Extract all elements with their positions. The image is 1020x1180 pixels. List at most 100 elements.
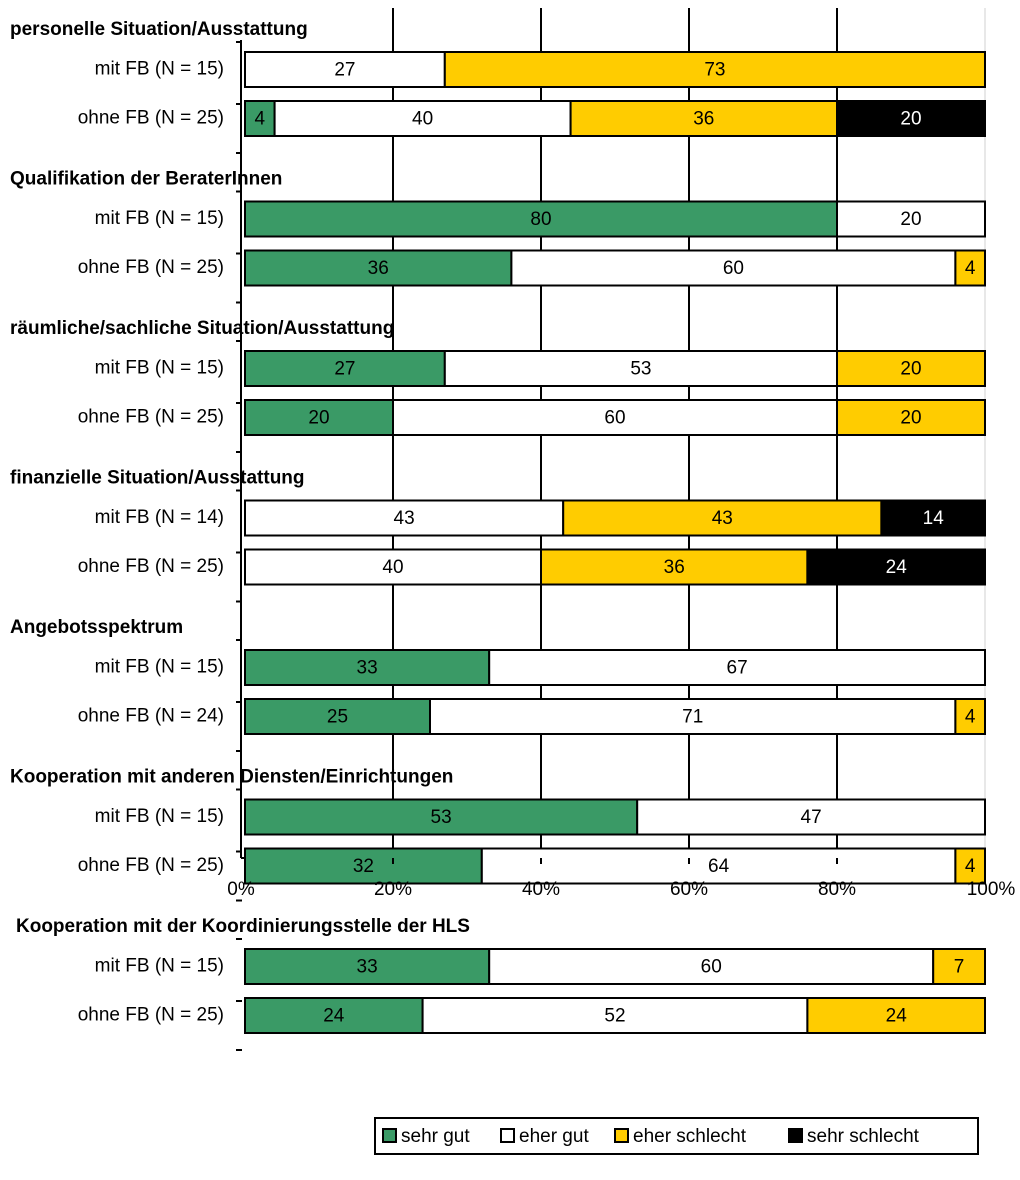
data-label: 52 bbox=[604, 1006, 625, 1027]
data-label: 24 bbox=[886, 1006, 908, 1027]
bar-segment bbox=[392, 399, 838, 436]
x-tick-label: 80% bbox=[818, 879, 856, 900]
bar-label: mit FB (N = 15) bbox=[95, 59, 224, 80]
bar-segment bbox=[244, 798, 639, 836]
bar-segment bbox=[273, 100, 572, 137]
legend-box bbox=[374, 1117, 979, 1155]
x-tick-label: 0% bbox=[227, 879, 255, 900]
bar-label: ohne FB (N = 25) bbox=[78, 108, 224, 129]
bar-label: mit FB (N = 15) bbox=[95, 956, 224, 977]
data-label: 24 bbox=[886, 557, 908, 578]
legend-label: sehr schlecht bbox=[807, 1126, 920, 1147]
data-label: 64 bbox=[708, 856, 730, 877]
bar-segment bbox=[244, 649, 491, 686]
data-label: 71 bbox=[682, 707, 703, 728]
data-label: 43 bbox=[712, 508, 733, 529]
bar-segment bbox=[244, 350, 446, 387]
data-label: 73 bbox=[704, 60, 725, 81]
bar-segment bbox=[488, 948, 935, 985]
legend-swatch bbox=[788, 1128, 803, 1143]
bar-label: ohne FB (N = 24) bbox=[78, 706, 224, 727]
x-tick-label: 100% bbox=[967, 879, 1016, 900]
bar-segment bbox=[429, 698, 957, 735]
bar-segment bbox=[836, 200, 986, 238]
bar-label: ohne FB (N = 25) bbox=[78, 556, 224, 577]
data-label: 67 bbox=[727, 658, 748, 679]
data-label: 47 bbox=[801, 807, 822, 828]
data-label: 80 bbox=[530, 209, 551, 230]
bar-label: ohne FB (N = 25) bbox=[78, 257, 224, 278]
bar-label: mit FB (N = 15) bbox=[95, 806, 224, 827]
bar-label: mit FB (N = 15) bbox=[95, 208, 224, 229]
bar-segment bbox=[480, 847, 957, 885]
bar-segment bbox=[569, 100, 838, 137]
legend-label: sehr gut bbox=[401, 1126, 470, 1147]
bar-segment bbox=[880, 499, 987, 537]
data-label: 20 bbox=[900, 109, 921, 130]
data-label: 60 bbox=[701, 957, 722, 978]
bar-segment bbox=[806, 997, 987, 1034]
legend-label: eher gut bbox=[519, 1126, 589, 1147]
bar-segment bbox=[836, 350, 986, 387]
data-label: 36 bbox=[368, 258, 389, 279]
group-title: Kooperation mit der Koordinierungsstelle… bbox=[16, 916, 470, 937]
bar-label: ohne FB (N = 25) bbox=[78, 855, 224, 876]
bar-segment bbox=[932, 948, 987, 985]
x-tick-label: 20% bbox=[374, 879, 412, 900]
bar-label: ohne FB (N = 25) bbox=[78, 1005, 224, 1026]
data-label: 33 bbox=[357, 658, 378, 679]
data-label: 53 bbox=[431, 807, 452, 828]
bar-segment bbox=[954, 249, 987, 287]
data-label: 20 bbox=[900, 408, 921, 429]
data-label: 53 bbox=[630, 359, 651, 380]
group-title: räumliche/sachliche Situation/Ausstattun… bbox=[10, 318, 394, 339]
data-label: 4 bbox=[965, 707, 976, 728]
legend-label: eher schlecht bbox=[633, 1126, 747, 1147]
bar-segment bbox=[510, 249, 957, 287]
data-label: 36 bbox=[693, 109, 714, 130]
bar-label: mit FB (N = 14) bbox=[95, 507, 224, 528]
data-label: 4 bbox=[255, 109, 266, 130]
bar-segment bbox=[443, 51, 986, 88]
data-label: 40 bbox=[382, 557, 403, 578]
bar-segment bbox=[488, 649, 986, 686]
data-label: 4 bbox=[965, 856, 976, 877]
data-label: 60 bbox=[604, 408, 625, 429]
group-title: Qualifikation der BeraterInnen bbox=[10, 169, 282, 190]
data-label: 27 bbox=[334, 60, 355, 81]
data-label: 43 bbox=[394, 508, 415, 529]
bar-segment bbox=[244, 100, 276, 137]
data-label: 20 bbox=[308, 408, 329, 429]
data-label: 36 bbox=[664, 557, 685, 578]
bar-segment bbox=[836, 399, 986, 436]
data-label: 4 bbox=[965, 258, 976, 279]
data-label: 14 bbox=[923, 508, 945, 529]
data-label: 20 bbox=[900, 209, 921, 230]
bar-segment bbox=[244, 548, 542, 586]
data-label: 60 bbox=[723, 258, 744, 279]
group-title: Kooperation mit anderen Diensten/Einrich… bbox=[10, 767, 453, 788]
bar-segment bbox=[244, 948, 491, 985]
data-label: 7 bbox=[954, 957, 965, 978]
data-label: 40 bbox=[412, 109, 433, 130]
x-tick-label: 40% bbox=[522, 879, 560, 900]
group-title: finanzielle Situation/Ausstattung bbox=[10, 468, 305, 489]
x-tick-label: 60% bbox=[670, 879, 708, 900]
bar-segment bbox=[636, 798, 986, 836]
legend-swatch bbox=[382, 1128, 397, 1143]
bar-segment bbox=[244, 200, 838, 238]
data-label: 20 bbox=[900, 359, 921, 380]
bar-label: mit FB (N = 15) bbox=[95, 358, 224, 379]
legend-swatch bbox=[614, 1128, 629, 1143]
bar-segment bbox=[421, 997, 809, 1034]
bar-label: ohne FB (N = 25) bbox=[78, 407, 224, 428]
data-label: 32 bbox=[353, 856, 374, 877]
bar-segment bbox=[806, 548, 987, 586]
bar-segment bbox=[954, 847, 987, 885]
legend-swatch bbox=[500, 1128, 515, 1143]
group-title: personelle Situation/Ausstattung bbox=[10, 19, 308, 40]
bar-segment bbox=[244, 249, 513, 287]
bar-segment bbox=[244, 399, 394, 436]
